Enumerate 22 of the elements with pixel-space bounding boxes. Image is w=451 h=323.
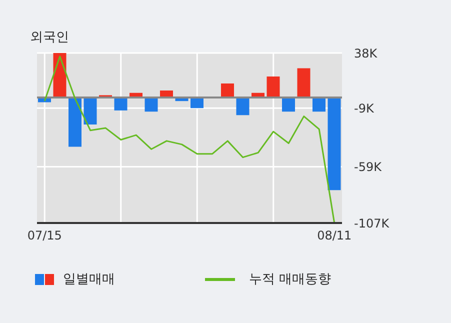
y-tick-label: 38K bbox=[354, 46, 378, 60]
bar bbox=[114, 98, 128, 110]
x-tick-label: 07/15 bbox=[27, 228, 62, 243]
bar bbox=[266, 76, 280, 98]
bar bbox=[282, 98, 295, 112]
x-tick-label: 08/11 bbox=[317, 228, 352, 243]
bar bbox=[144, 98, 158, 112]
legend-label: 일별매매 bbox=[62, 271, 115, 288]
bar bbox=[236, 98, 250, 116]
bar bbox=[312, 98, 326, 112]
bar bbox=[190, 98, 204, 108]
y-tick-label: -107K bbox=[354, 216, 390, 230]
y-tick-label: -9K bbox=[354, 101, 375, 116]
chart-title: 외국인 bbox=[30, 29, 69, 46]
y-tick-label: -59K bbox=[354, 160, 383, 174]
bar bbox=[221, 83, 234, 98]
bar bbox=[328, 98, 341, 190]
legend-label: 누적 매매동향 bbox=[248, 271, 332, 288]
line-series bbox=[44, 56, 336, 223]
bar bbox=[297, 68, 310, 98]
bar bbox=[68, 98, 82, 147]
bar bbox=[84, 98, 97, 125]
